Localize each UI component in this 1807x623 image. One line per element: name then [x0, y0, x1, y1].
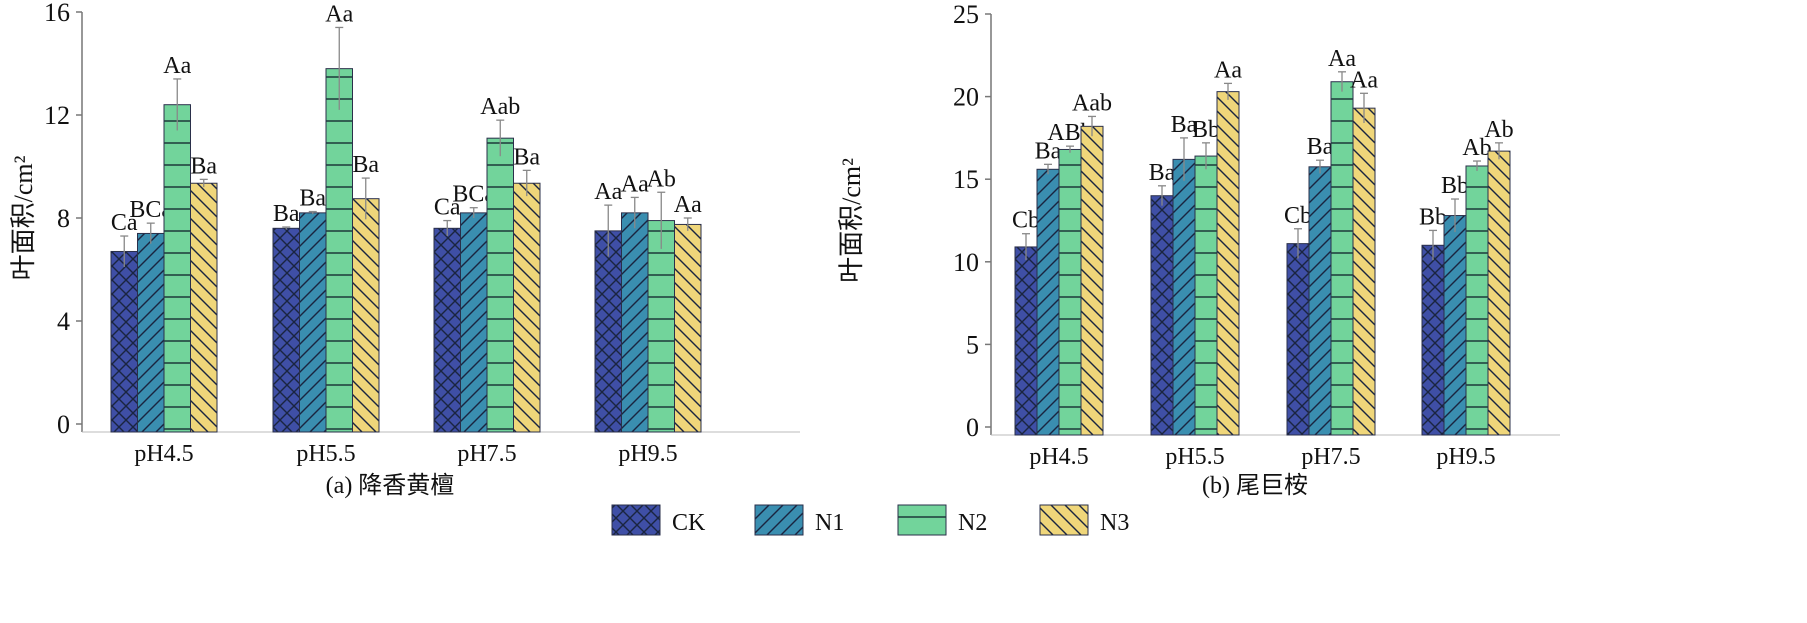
chart-caption: (b) 尾巨桉 — [1202, 472, 1308, 499]
y-tick-label: 25 — [953, 0, 979, 29]
bar-n1 — [1308, 166, 1332, 436]
bar-n2 — [163, 104, 191, 433]
significance-label: Aa — [1328, 46, 1356, 72]
bar-ck — [110, 250, 138, 433]
legend-swatch-n3 — [1039, 504, 1089, 536]
y-tick-label: 0 — [57, 410, 70, 439]
bar-ck — [1286, 243, 1310, 436]
x-tick-label: pH5.5 — [1165, 444, 1224, 470]
significance-label: Ba — [352, 152, 379, 178]
bar-ck — [594, 230, 622, 433]
significance-label: Ba — [1035, 138, 1062, 164]
bar-n1 — [1172, 158, 1196, 436]
significance-label: Ba — [513, 144, 540, 170]
chart-b: 0 5 10 15 20 25 叶面积/cm² pH4.5 pH5.5 pH7.5 pH9.5 (b)… — [837, 0, 1560, 499]
significance-label: Bb — [1441, 173, 1469, 199]
legend-swatch-n1 — [754, 504, 804, 536]
bar-n2 — [647, 220, 675, 433]
significance-label: Aa — [325, 1, 353, 27]
bar-n2 — [1194, 155, 1218, 436]
bar-n3 — [1216, 91, 1240, 436]
legend-swatch-ck — [611, 504, 661, 536]
bar-n2 — [1058, 148, 1082, 436]
significance-label: Ba — [273, 201, 300, 227]
significance-label: Cb — [1012, 208, 1040, 234]
y-tick-label: 20 — [953, 83, 979, 112]
bar-ck — [1014, 246, 1038, 436]
legend: CK N1 N2 N3 — [611, 504, 1129, 536]
bar-n3 — [1080, 125, 1104, 436]
x-tick-label: pH7.5 — [1301, 444, 1360, 470]
bar-n1 — [137, 232, 165, 433]
bar-n2 — [1330, 81, 1354, 436]
significance-label: Ba — [1307, 134, 1334, 160]
y-tick-label: 15 — [953, 165, 979, 194]
bar-n2 — [486, 137, 514, 433]
y-tick-label: 0 — [966, 413, 979, 442]
y-axis-label: 叶面积/cm² — [837, 158, 866, 283]
bar-n1 — [299, 212, 327, 433]
significance-label: Ab — [1462, 135, 1491, 161]
y-axis-label: 叶面积/cm² — [9, 155, 38, 280]
y-tick-label: 10 — [953, 248, 979, 277]
x-tick-label: pH4.5 — [134, 441, 193, 467]
significance-label: Aab — [480, 94, 520, 120]
y-tick-label: 12 — [44, 101, 70, 130]
significance-label: Ca — [434, 195, 461, 221]
legend-label-n1: N1 — [815, 510, 844, 536]
legend-label-ck: CK — [672, 510, 706, 536]
significance-label: Aa — [163, 53, 191, 79]
x-tick-label: pH5.5 — [296, 441, 355, 467]
bar-n2 — [1465, 165, 1489, 436]
bar-n1 — [621, 212, 649, 433]
x-tick-label: pH9.5 — [618, 441, 677, 467]
significance-label: Aa — [1350, 67, 1378, 93]
legend-label-n3: N3 — [1100, 510, 1129, 536]
significance-label: Ab — [1484, 117, 1513, 143]
significance-label: Aa — [621, 171, 649, 197]
x-tick-label: pH7.5 — [457, 441, 516, 467]
significance-label: Bb — [1419, 204, 1447, 230]
bar-ck — [1150, 195, 1174, 436]
bar-n3 — [1487, 150, 1511, 436]
bar-ck — [272, 227, 300, 433]
significance-label: Aab — [1072, 90, 1112, 116]
significance-label: Aa — [674, 192, 702, 218]
significance-label: Ba — [190, 153, 217, 179]
chart-caption: (a) 降香黄檀 — [326, 472, 455, 499]
significance-label: Ba — [1149, 160, 1176, 186]
legend-swatch-n2 — [897, 504, 947, 536]
chart-a: 0 4 8 12 16 叶面积/cm² pH4.5 pH5.5 pH7.5 pH9.5 (a) 降香… — [9, 0, 800, 499]
legend-label-n2: N2 — [958, 510, 987, 536]
significance-label: Aa — [1214, 57, 1242, 83]
significance-label: Ba — [299, 186, 326, 212]
significance-label: Ba — [1171, 112, 1198, 138]
bar-n3 — [190, 182, 218, 433]
y-tick-label: 4 — [57, 307, 70, 336]
significance-label: Ca — [111, 210, 138, 236]
bar-n1 — [1036, 168, 1060, 436]
bar-n3 — [1352, 107, 1376, 436]
significance-label: Cb — [1284, 203, 1312, 229]
x-tick-label: pH9.5 — [1436, 444, 1495, 470]
x-tick-label: pH4.5 — [1029, 444, 1088, 470]
bar-n3 — [352, 198, 380, 433]
y-tick-label: 5 — [966, 330, 979, 359]
y-tick-label: 8 — [57, 204, 70, 233]
bar-ck — [1421, 244, 1445, 436]
bar-ck — [433, 227, 461, 433]
significance-label: Ab — [647, 166, 676, 192]
significance-label: Aa — [594, 179, 622, 205]
bar-n3 — [674, 223, 702, 433]
y-tick-label: 16 — [44, 0, 70, 27]
bar-n1 — [1443, 215, 1467, 436]
bar-n2 — [325, 68, 353, 433]
bar-n3 — [513, 182, 541, 433]
bar-n1 — [460, 212, 488, 433]
significance-label: Bb — [1192, 117, 1220, 143]
